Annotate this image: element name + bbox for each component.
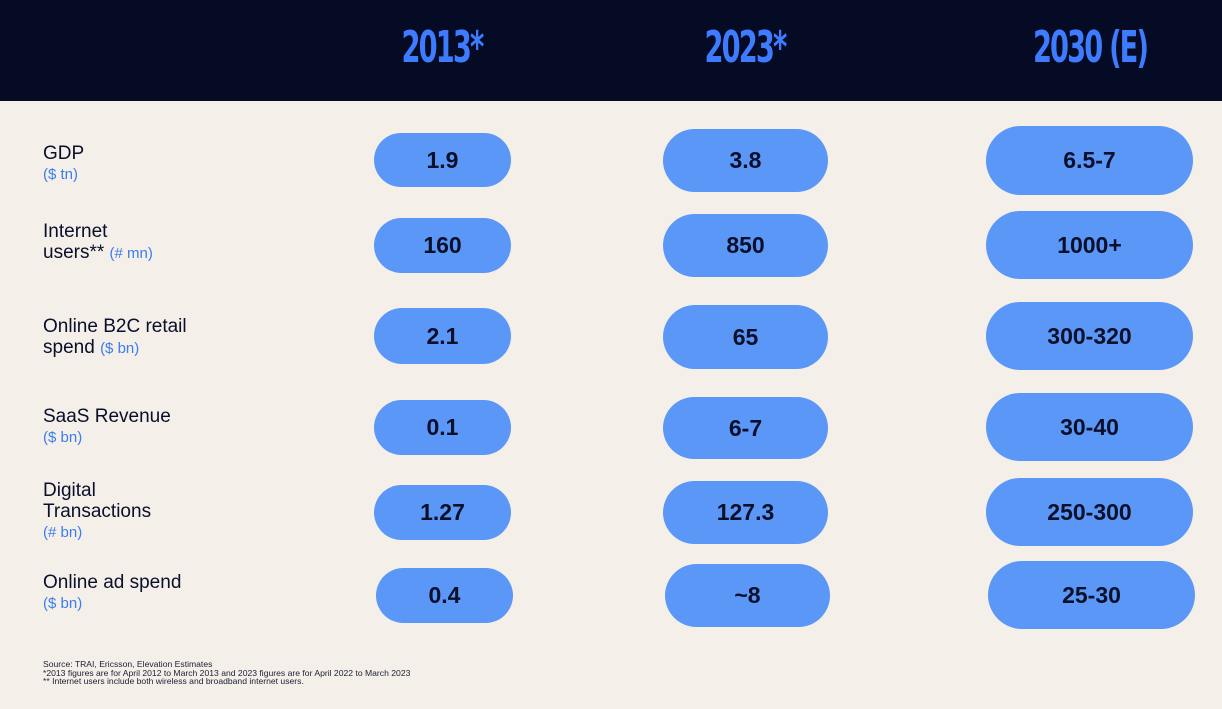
value-pill: 2.1 <box>374 308 511 364</box>
row-label: SaaS Revenue ($ bn) <box>43 406 273 448</box>
footnote-source: Source: TRAI, Ericsson, Elevation Estima… <box>43 659 213 669</box>
row-label-text: GDP <box>43 143 85 164</box>
value-pill: 25-30 <box>988 561 1195 629</box>
row-label-text: Online B2C retail <box>43 316 187 337</box>
value-pill: 6-7 <box>663 397 828 459</box>
value-pill: 250-300 <box>986 478 1193 546</box>
column-header-0: 2013* <box>401 22 485 73</box>
row-label-text: Internet <box>43 221 108 242</box>
column-header-1: 2023* <box>704 22 788 73</box>
value-pill: ~8 <box>665 564 830 627</box>
row-unit: (# mn) <box>109 245 153 262</box>
footnote-internet-users: ** Internet users include both wireless … <box>43 676 304 686</box>
row-unit: ($ tn) <box>43 166 79 183</box>
value-pill: 160 <box>374 218 511 273</box>
footnotes: Source: TRAI, Ericsson, Elevation Estima… <box>43 660 410 686</box>
row-label-text: users** <box>43 242 105 263</box>
row-unit: (# bn) <box>43 524 83 541</box>
value-pill: 1000+ <box>986 211 1193 279</box>
value-pill: 850 <box>663 214 828 277</box>
row-label: GDP ($ tn) <box>43 143 273 185</box>
row-label: Digital Transactions (# bn) <box>43 480 273 543</box>
row-label: Internet users** (# mn) <box>43 221 273 264</box>
value-pill: 6.5-7 <box>986 126 1193 195</box>
value-pill: 127.3 <box>663 481 828 544</box>
row-unit: ($ bn) <box>43 595 83 612</box>
header-band <box>0 0 1222 101</box>
row-unit: ($ bn) <box>100 340 140 357</box>
value-pill: 65 <box>663 305 828 369</box>
row-label-text: SaaS Revenue <box>43 406 171 427</box>
value-pill: 1.9 <box>374 133 511 187</box>
value-pill: 30-40 <box>986 393 1193 461</box>
column-header-2: 2030 (E) <box>1032 22 1149 73</box>
value-pill: 1.27 <box>374 485 511 540</box>
value-pill: 3.8 <box>663 129 828 192</box>
row-label: Online B2C retail spend ($ bn) <box>43 316 273 359</box>
row-unit: ($ bn) <box>43 429 83 446</box>
value-pill: 300-320 <box>986 302 1193 370</box>
footnote-period: *2013 figures are for April 2012 to Marc… <box>43 667 411 678</box>
row-label: Online ad spend ($ bn) <box>43 572 273 614</box>
value-pill: 0.4 <box>376 568 513 623</box>
row-label-text: Online ad spend <box>43 572 182 593</box>
value-pill: 0.1 <box>374 400 511 455</box>
row-label-text: Digital <box>43 480 96 501</box>
row-label-text: spend <box>43 337 95 358</box>
row-label-text: Transactions <box>43 501 152 522</box>
